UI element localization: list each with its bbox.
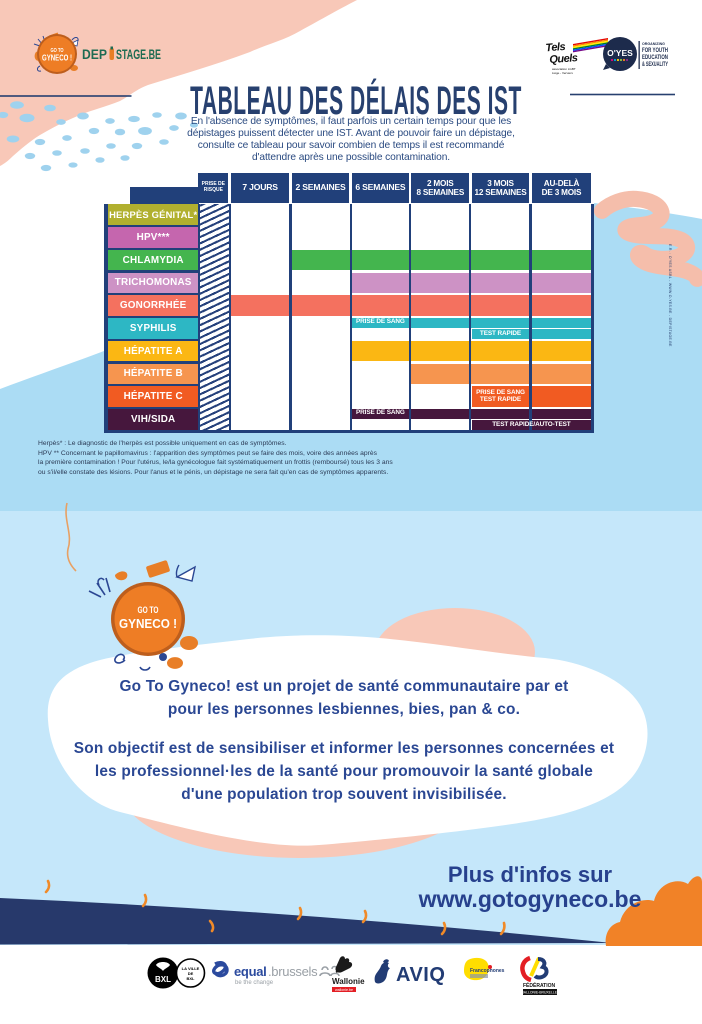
svg-text:AVIQ: AVIQ <box>396 964 445 986</box>
svg-text:DEP: DEP <box>82 47 107 62</box>
svg-text:be the change: be the change <box>235 980 274 986</box>
svg-text:Quels: Quels <box>549 52 578 66</box>
svg-text:Wallonie: Wallonie <box>332 977 365 986</box>
svg-text:LA VILLE: LA VILLE <box>182 966 200 971</box>
svg-text:wallonie.be: wallonie.be <box>335 988 353 992</box>
svg-text:WALLONIE-BRUXELLES: WALLONIE-BRUXELLES <box>521 991 560 995</box>
svg-text:EDUCATION: EDUCATION <box>642 55 668 61</box>
svg-text:BXL: BXL <box>155 975 171 984</box>
svg-text:O'YES: O'YES <box>607 48 633 58</box>
svg-text:association LGBT: association LGBT <box>552 67 576 71</box>
svg-text:Liège - Verviers: Liège - Verviers <box>552 71 573 75</box>
svg-text:GYNECO !: GYNECO ! <box>42 54 72 63</box>
svg-text:BXL: BXL <box>187 976 196 981</box>
svg-text:STAGE.BE: STAGE.BE <box>116 47 161 62</box>
svg-text:FÉDÉRATION: FÉDÉRATION <box>523 981 556 989</box>
svg-text:FOR YOUTH: FOR YOUTH <box>642 48 668 54</box>
svg-text:Francophones: Francophones <box>470 968 505 974</box>
svg-text:ORGANIZING: ORGANIZING <box>642 42 665 46</box>
svg-text:GO TO: GO TO <box>138 605 159 615</box>
svg-text:equal: equal <box>234 964 266 979</box>
svg-text:GO TO: GO TO <box>51 48 65 54</box>
svg-text:Tels: Tels <box>545 41 566 54</box>
svg-text:.brussels: .brussels <box>268 964 318 979</box>
svg-text:GYNECO !: GYNECO ! <box>119 616 177 631</box>
svg-text:& SEXUALITY: & SEXUALITY <box>642 62 668 68</box>
svg-text:DE: DE <box>188 971 194 976</box>
